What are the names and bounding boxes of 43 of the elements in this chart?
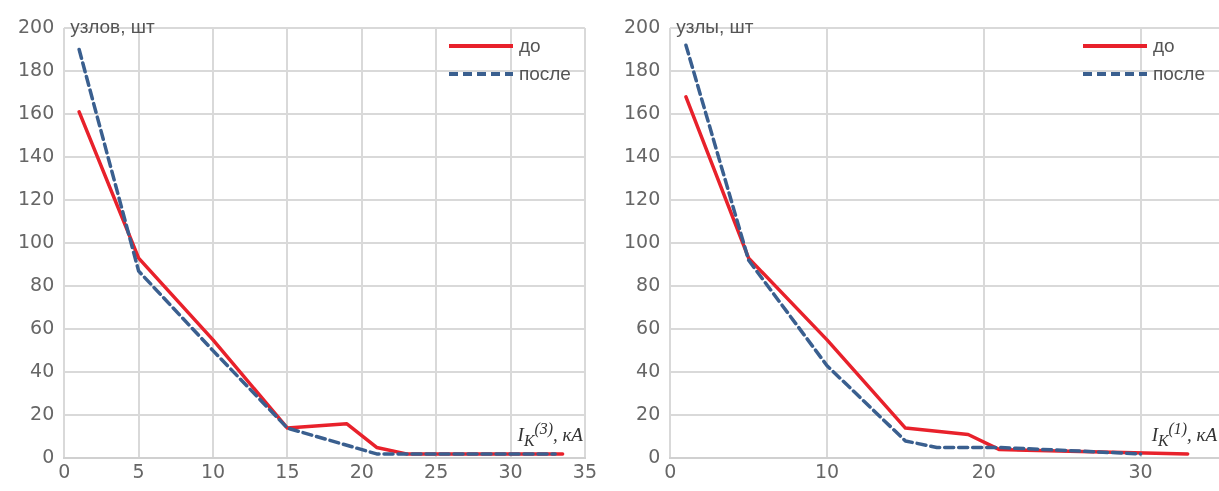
- x-tick-label: 0: [58, 459, 71, 482]
- x-tick-label: 10: [814, 459, 840, 482]
- y-axis-title: узлы, шт: [676, 16, 754, 38]
- y-tick-label: 160: [624, 100, 661, 123]
- x-axis-title: I$_{K}$$^{(1)}$, кА: [1151, 420, 1217, 451]
- y-tick-label: 0: [42, 445, 55, 468]
- y-tick-label: 20: [30, 402, 55, 425]
- y-tick-label: 100: [18, 230, 55, 253]
- y-tick-label: 200: [624, 14, 661, 37]
- y-tick-label: 80: [30, 273, 55, 296]
- y-tick-label: 60: [636, 316, 661, 339]
- x-tick-label: 30: [1128, 459, 1153, 482]
- y-tick-label: 80: [636, 273, 661, 296]
- x-tick-label: 25: [424, 459, 449, 482]
- x-tick-label: 5: [132, 459, 145, 482]
- x-tick-label: 15: [275, 459, 300, 482]
- y-tick-label: 100: [624, 230, 661, 253]
- x-tick-label: 35: [572, 459, 598, 482]
- x-axis-title: I$_{K}$$^{(3)}$, кА: [517, 420, 583, 451]
- legend-label: после: [1152, 63, 1205, 85]
- y-tick-label: 160: [18, 100, 55, 123]
- x-tick-label: 0: [664, 459, 677, 482]
- y-tick-label: 20: [636, 402, 661, 425]
- y-tick-label: 180: [18, 57, 55, 80]
- y-tick-label: 40: [636, 359, 661, 382]
- x-tick-label: 10: [200, 459, 226, 482]
- y-tick-label: 200: [18, 14, 55, 37]
- y-tick-label: 60: [30, 316, 55, 339]
- y-tick-label: 120: [18, 187, 55, 210]
- x-tick-label: 20: [971, 459, 996, 482]
- x-tick-label: 20: [349, 459, 374, 482]
- y-axis-title: узлов, шт: [70, 16, 155, 38]
- y-tick-label: 180: [624, 57, 661, 80]
- y-tick-label: 120: [624, 187, 661, 210]
- x-tick-label: 30: [498, 459, 523, 482]
- legend-label: до: [1152, 35, 1175, 57]
- legend-label: до: [518, 35, 541, 57]
- y-tick-label: 140: [18, 144, 55, 166]
- y-tick-label: 40: [30, 359, 55, 382]
- line-series: [684, 43, 1143, 456]
- y-tick-label: 140: [624, 144, 661, 166]
- y-tick-label: 0: [648, 445, 661, 468]
- legend-label: после: [518, 63, 571, 85]
